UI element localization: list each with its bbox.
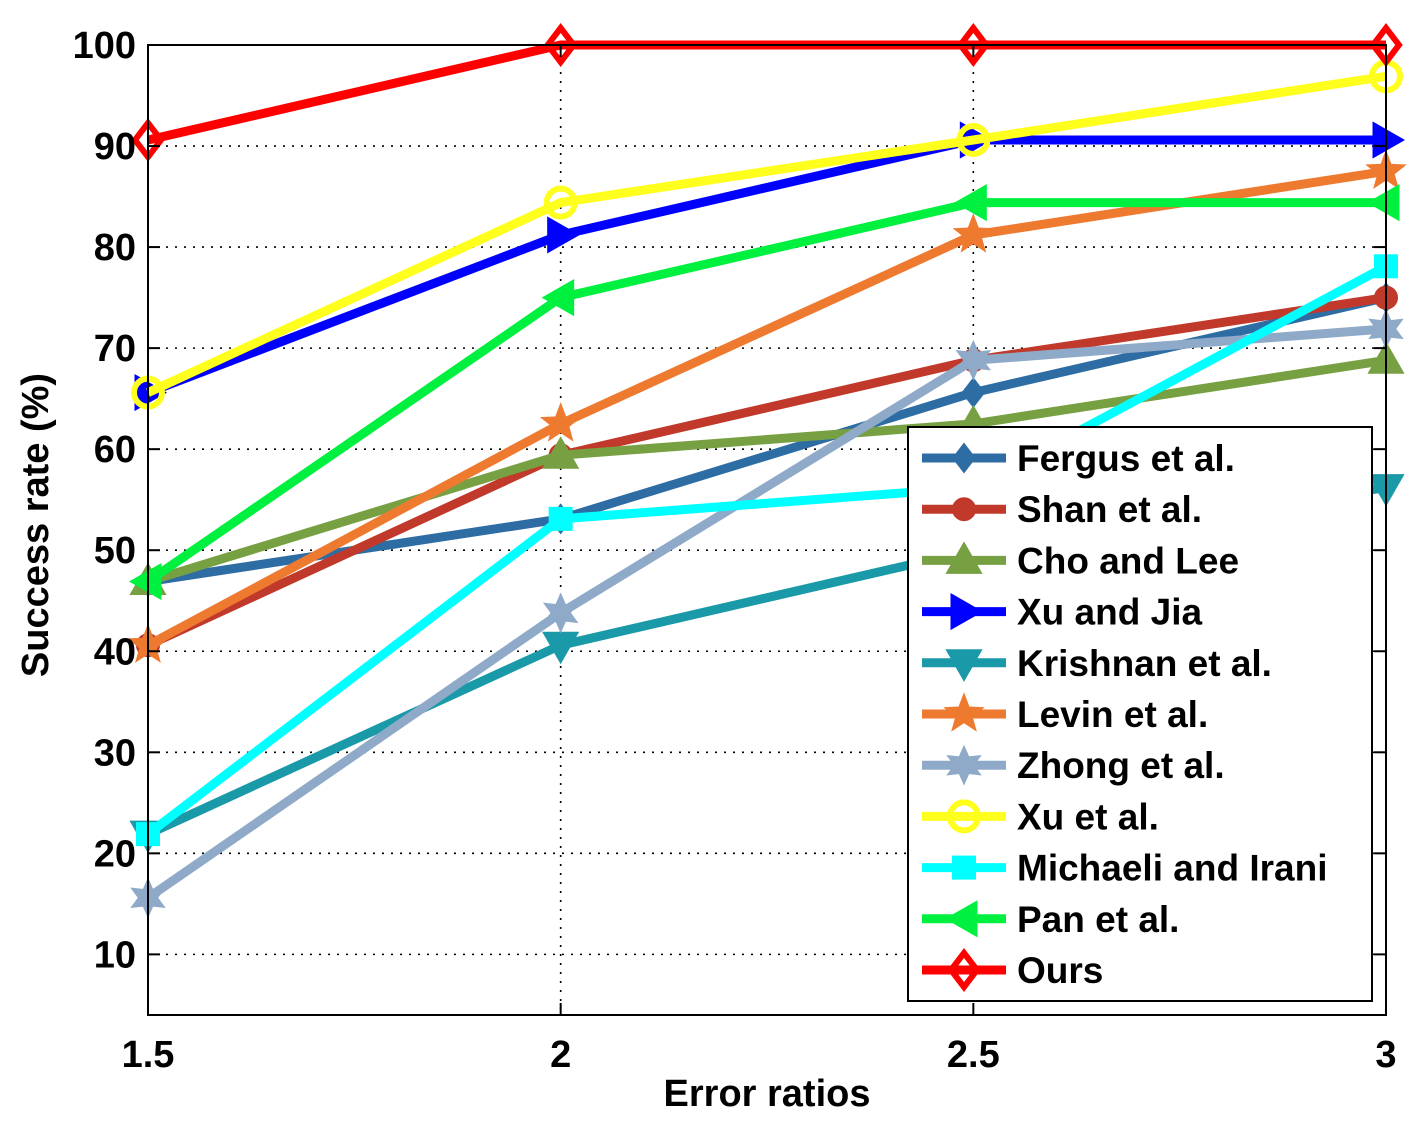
legend-item-4: Krishnan et al.	[922, 643, 1272, 684]
legend-label: Shan et al.	[1017, 489, 1202, 530]
legend-swatch-marker	[947, 799, 981, 834]
y-tick-label: 60	[94, 429, 136, 471]
legend-swatch-marker	[943, 692, 985, 732]
legend-item-8: Michaeli and Irani	[922, 848, 1327, 889]
legend-item-9: Pan et al.	[922, 899, 1179, 940]
data-point	[954, 184, 987, 222]
legend-swatch-marker	[944, 900, 978, 938]
data-point	[542, 592, 579, 634]
legend-label: Levin et al.	[1017, 694, 1208, 735]
y-tick-label: 10	[94, 934, 136, 976]
data-point	[542, 436, 580, 469]
legend-item-10: Ours	[922, 948, 1103, 992]
legend-label: Cho and Lee	[1017, 540, 1239, 581]
y-tick-label: 30	[94, 732, 136, 774]
data-point	[543, 185, 578, 220]
data-point	[128, 562, 162, 601]
series-line-1	[146, 293, 1387, 650]
data-point	[548, 506, 573, 531]
legend-item-1: Shan et al.	[922, 489, 1202, 530]
data-point	[547, 216, 580, 254]
data-point	[961, 377, 986, 409]
legend-label: Xu and Jia	[1017, 592, 1202, 633]
legend-label: Pan et al.	[1017, 899, 1179, 940]
y-tick-label: 40	[94, 631, 136, 673]
y-tick-label: 50	[94, 530, 136, 572]
series-9	[128, 184, 1400, 601]
x-tick-label: 1.5	[122, 1034, 175, 1076]
series-line-9	[145, 198, 1386, 586]
data-point	[1372, 121, 1406, 159]
legend-swatch-marker	[952, 497, 976, 522]
data-point	[952, 213, 995, 253]
data-point	[955, 339, 992, 381]
legend-label: Michaeli and Irani	[1017, 848, 1327, 889]
legend-label: Fergus et al.	[1017, 438, 1235, 479]
data-point	[956, 23, 991, 67]
legend-item-7: Xu et al.	[922, 796, 1159, 837]
legend-item-5: Levin et al.	[922, 692, 1208, 735]
series-line-8	[145, 262, 1389, 838]
series-7	[131, 59, 1403, 410]
legend-item-0: Fergus et al.	[922, 438, 1235, 479]
legend-swatch-marker	[950, 593, 984, 631]
y-tick-label: 100	[73, 25, 136, 67]
legend-label: Ours	[1017, 950, 1103, 991]
x-tick-label: 2	[550, 1034, 571, 1076]
legend-swatch-marker	[952, 855, 976, 880]
x-tick-label: 2.5	[947, 1034, 1000, 1076]
data-point	[539, 402, 582, 442]
y-tick-label: 80	[94, 227, 136, 269]
legend-label: Krishnan et al.	[1017, 643, 1272, 684]
data-point	[543, 23, 578, 67]
legend-swatch-marker	[946, 744, 982, 786]
legend-swatch-marker	[952, 442, 976, 474]
legend-label: Zhong et al.	[1017, 745, 1225, 786]
y-tick-label: 20	[94, 833, 136, 875]
legend: Fergus et al. Shan et al. Cho and Lee Xu an…	[907, 426, 1373, 1002]
data-point	[956, 122, 991, 157]
legend-swatch-marker	[947, 948, 981, 992]
plot-frame	[147, 44, 1387, 1016]
series-line-2	[146, 355, 1387, 586]
axes	[147, 44, 1387, 1016]
y-axis-label: Success rate (%)	[15, 373, 57, 677]
series-line-6	[145, 324, 1387, 902]
legend-item-6: Zhong et al.	[922, 744, 1225, 786]
y-tick-label: 90	[94, 126, 136, 168]
series-line-3	[146, 135, 1386, 397]
legend-item-2: Cho and Lee	[922, 540, 1239, 581]
data-point	[1366, 184, 1400, 222]
series-line-10	[146, 40, 1386, 145]
series-line-7	[146, 71, 1387, 397]
tick-labels: 10 20 30 40 50 60 70 80 90 100 1.5 2 2.5 3	[73, 25, 1397, 1076]
y-tick-label: 70	[94, 328, 136, 370]
legend-swatch-marker	[945, 649, 983, 682]
x-axis-label: Error ratios	[664, 1073, 871, 1115]
legend-item-3: Xu and Jia	[922, 592, 1202, 633]
x-tick-label: 3	[1375, 1034, 1396, 1076]
data-point	[541, 279, 575, 317]
legend-swatch-marker	[945, 541, 983, 574]
legend-label: Xu et al.	[1017, 796, 1159, 837]
